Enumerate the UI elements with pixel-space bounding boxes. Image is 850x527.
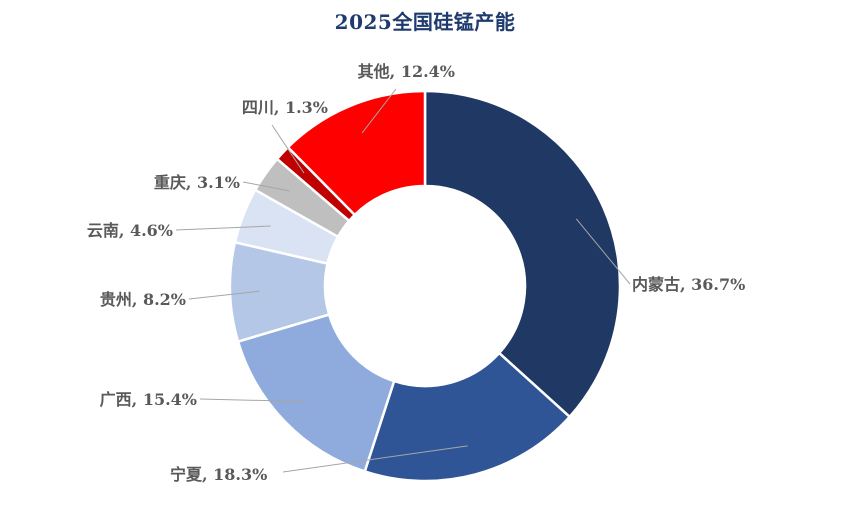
data-label-3: 贵州, 8.2%: [100, 290, 186, 309]
donut-slice-0: [423, 89, 622, 419]
leader-line-3: [188, 290, 260, 300]
leader-line-0: [575, 218, 631, 285]
donut-slice-2: [236, 312, 396, 474]
donut-slice-7: [286, 89, 427, 217]
leader-line-5: [242, 181, 290, 192]
data-label-0: 内蒙古, 36.7%: [632, 275, 745, 294]
data-label-5: 重庆, 3.1%: [154, 173, 240, 192]
data-label-6: 四川, 1.3%: [242, 98, 328, 117]
leader-line-6: [271, 124, 305, 174]
leader-line-4: [175, 225, 271, 231]
data-label-2: 广西, 15.4%: [100, 390, 197, 409]
leader-line-7: [361, 88, 397, 134]
leader-line-1: [282, 445, 468, 473]
donut-slice-1: [363, 351, 572, 483]
chart-title: 2025全国硅锰产能: [334, 10, 516, 34]
data-label-4: 云南, 4.6%: [87, 221, 173, 240]
data-label-1: 宁夏, 18.3%: [170, 465, 267, 484]
leader-line-2: [199, 398, 307, 403]
data-label-7: 其他, 12.4%: [358, 62, 455, 81]
